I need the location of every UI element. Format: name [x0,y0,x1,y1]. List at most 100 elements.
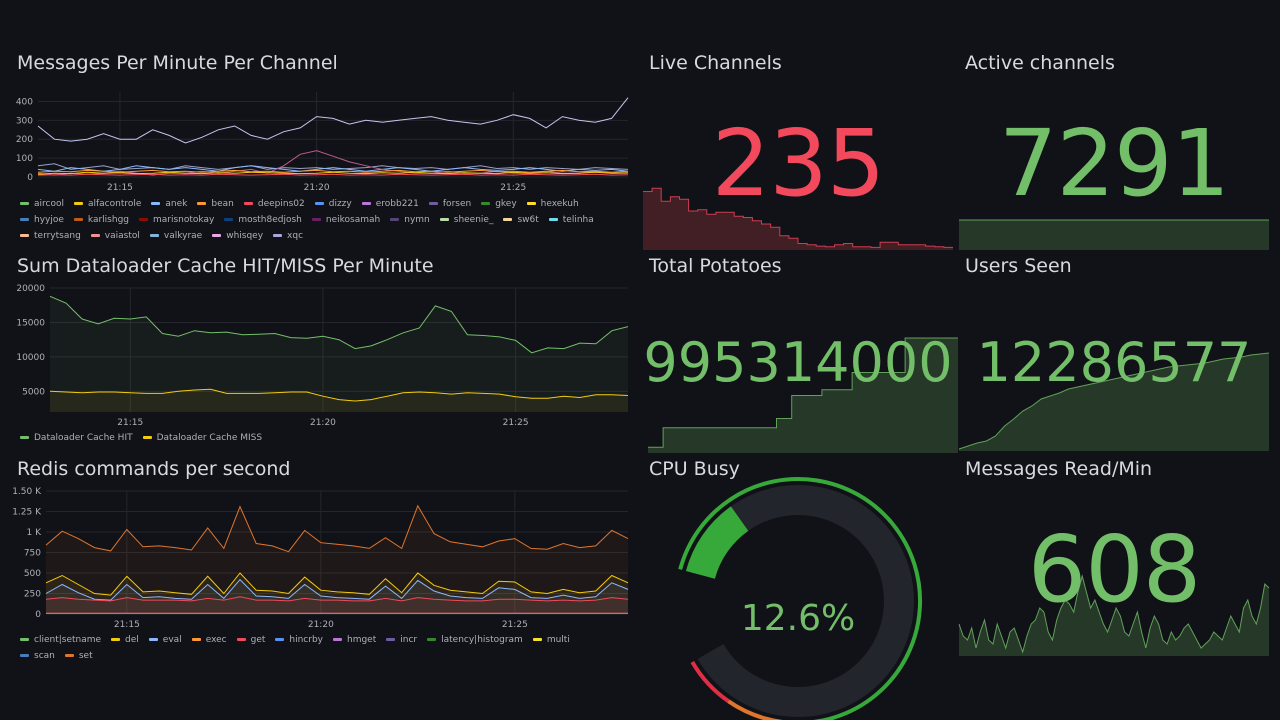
legend-item[interactable]: deepins02 [243,196,305,212]
sparkline-area [959,576,1269,656]
y-tick-label: 1.50 K [12,487,42,497]
x-tick-label: 21:25 [500,183,526,193]
legend-item[interactable]: Dataloader Cache MISS [142,430,262,446]
legend-item[interactable]: hyyjoe [20,212,64,228]
legend-swatch [73,202,83,205]
legend-label: multi [546,635,570,645]
legend-swatch [361,202,371,205]
messages-chart[interactable]: 400 300 200 100 0 21:15 21:20 21:25 [0,82,629,202]
cpu-busy-title[interactable]: CPU Busy [649,458,740,480]
legend-swatch [273,234,283,237]
legend-label: forsen [442,199,472,209]
y-tick-label: 250 [24,590,41,600]
active-channels-title[interactable]: Active channels [965,52,1115,74]
legend-item[interactable]: mosth8edjosh [224,212,302,228]
legend-item[interactable]: forsen [428,196,472,212]
legend-item[interactable]: anek [151,196,187,212]
live-channels-title[interactable]: Live Channels [649,52,782,74]
legend-item[interactable]: hexekuh [526,196,579,212]
legend-item[interactable]: sheenie_ [439,212,494,228]
legend-item[interactable]: erobb221 [361,196,419,212]
legend-item[interactable]: marisnotokay [139,212,214,228]
legend-item[interactable]: scan [20,648,55,664]
series-line-dataloader-cache-miss [49,388,629,402]
messages-read-panel: Messages Read/Min 608 [958,456,1270,656]
series-line-xqc [37,97,629,144]
legend-item[interactable]: exec [191,632,227,648]
legend-item[interactable]: alfacontrole [73,196,141,212]
legend-swatch [20,638,29,641]
y-tick-label: 10000 [16,353,45,363]
y-tick-label: 200 [16,135,33,145]
legend-item[interactable]: karlishgg [73,212,129,228]
legend-item[interactable]: sw6t [503,212,539,228]
active-channels-panel: Active channels 7291 [959,50,1269,250]
dataloader-panel-title[interactable]: Sum Dataloader Cache HIT/MISS Per Minute [17,255,434,277]
legend-item[interactable]: neikosamah [311,212,380,228]
dataloader-chart[interactable]: 20000 15000 10000 5000 21:15 21:20 21:25 [0,280,629,430]
sparkline-area [959,353,1269,451]
legend-swatch [243,202,253,205]
users-seen-title[interactable]: Users Seen [965,255,1072,277]
x-tick-label: 21:15 [117,418,143,428]
redis-chart[interactable]: 1.50 K 1.25 K 1 K 750 500 250 0 21:15 21:20 21:25 [0,484,629,634]
x-tick-label: 21:15 [114,620,140,630]
legend-item[interactable]: hmget [333,632,376,648]
redis-panel-title[interactable]: Redis commands per second [17,458,291,480]
legend-swatch [20,202,29,205]
legend-label: valkyrae [163,231,203,241]
legend-label: anek [165,199,188,209]
legend-item[interactable]: get [236,632,265,648]
active-channels-sparkline [959,219,1269,250]
legend-swatch [149,234,159,237]
legend-item[interactable]: client|setname [20,632,101,648]
legend-item[interactable]: hincrby [275,632,323,648]
series-area [46,579,628,614]
legend-item[interactable]: aircool [20,196,64,212]
legend-label: sheenie_ [453,215,494,225]
legend-label: set [78,651,93,661]
legend-item[interactable]: terrytsang [20,228,81,244]
legend-label: incr [400,635,418,645]
users-seen-panel: Users Seen 12286577 [958,253,1270,453]
total-potatoes-panel: Total Potatoes 995314000 [643,253,958,453]
legend-item[interactable]: set [64,648,93,664]
legend-item[interactable]: xqc [273,228,303,244]
legend-item[interactable]: whisqey [212,228,263,244]
legend-item[interactable]: multi [532,632,570,648]
legend-swatch [548,218,558,221]
legend-item[interactable]: bean [197,196,234,212]
legend-item[interactable]: telinha [548,212,594,228]
legend-item[interactable]: dizzy [314,196,352,212]
legend-swatch [197,202,207,205]
legend-swatch [20,234,29,237]
legend-item[interactable]: valkyrae [149,228,203,244]
cpu-busy-value: 12.6% [740,598,856,639]
total-potatoes-title[interactable]: Total Potatoes [649,255,782,277]
series-line-alfacontrole [37,171,629,175]
legend-label: telinha [562,215,594,225]
legend-item[interactable]: Dataloader Cache HIT [20,430,133,446]
legend-swatch [333,638,342,641]
series-line-multi [45,572,629,596]
legend-item[interactable]: vaiastol [90,228,140,244]
legend-label: sw6t [517,215,539,225]
legend-swatch [439,218,449,221]
legend-swatch [311,218,321,221]
series-line-dataloader-cache-hit [49,295,629,354]
messages-read-title[interactable]: Messages Read/Min [965,458,1153,480]
legend-item[interactable]: del [111,632,139,648]
legend-item[interactable]: eval [148,632,182,648]
legend-item[interactable]: nymn [390,212,430,228]
legend-item[interactable]: gkey [481,196,517,212]
x-tick-label: 21:20 [304,183,330,193]
legend-label: karlishgg [87,215,129,225]
legend-item[interactable]: latency|histogram [427,632,523,648]
messages-panel-title[interactable]: Messages Per Minute Per Channel [17,52,338,74]
legend-item[interactable]: incr [386,632,417,648]
series-area [46,573,628,614]
legend-label: eval [162,635,182,645]
legend-label: Dataloader Cache HIT [34,433,133,443]
y-tick-label: 300 [16,116,33,126]
users-seen-value: 12286577 [976,331,1252,394]
